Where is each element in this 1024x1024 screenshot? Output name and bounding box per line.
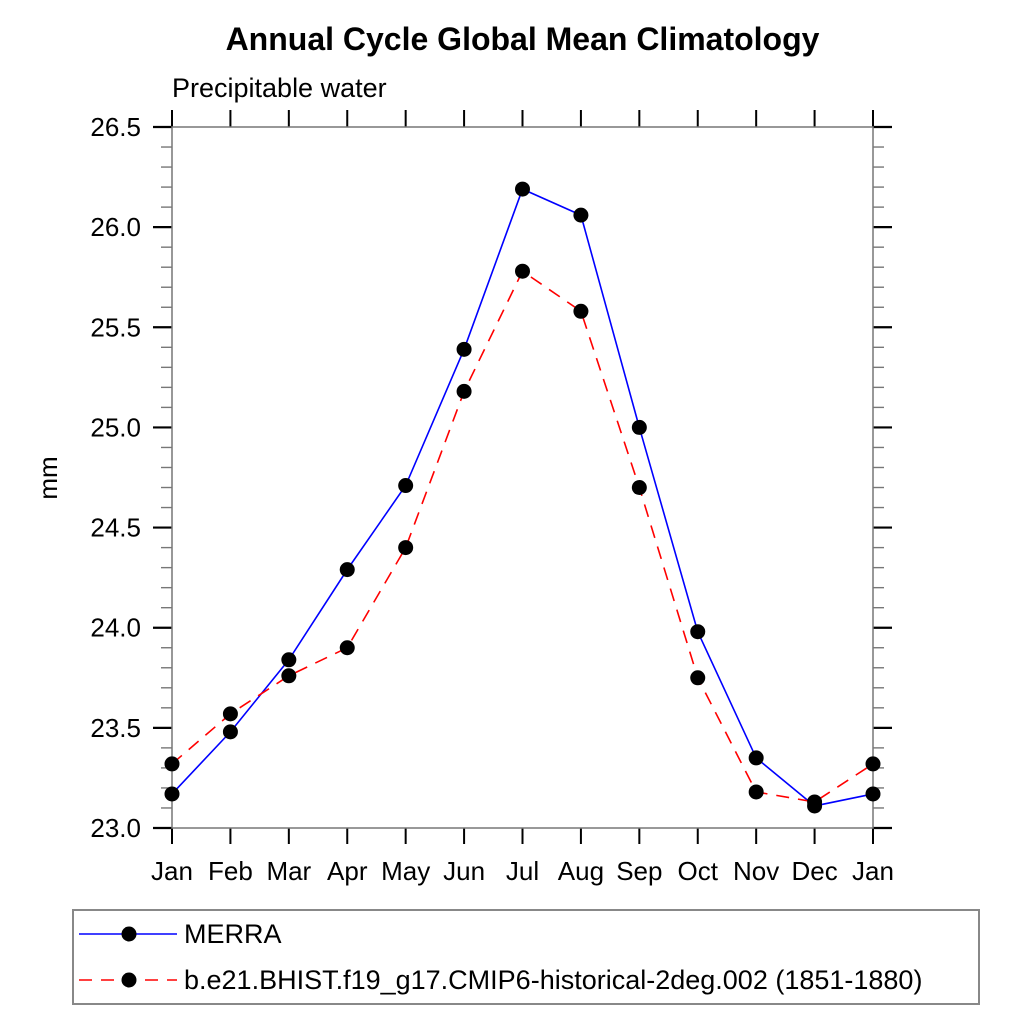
y-axis-tick-label: 24.0 xyxy=(90,613,141,643)
data-point-marker-merra xyxy=(690,624,706,640)
data-point-marker-merra xyxy=(281,652,297,668)
data-point-marker-model xyxy=(515,263,530,279)
plot-frame xyxy=(171,126,874,829)
legend-label: b.e21.BHIST.f19_g17.CMIP6-historical-2de… xyxy=(184,964,923,995)
data-point-marker-merra xyxy=(339,562,355,578)
legend-line-sample xyxy=(79,926,177,942)
legend-row-merra: MERRA xyxy=(79,914,978,954)
y-axis-tick-label: 25.0 xyxy=(90,412,141,442)
data-point-marker-merra xyxy=(573,207,589,223)
x-axis-tick-label: Feb xyxy=(208,856,253,886)
x-axis-tick-label: Jan xyxy=(852,856,894,886)
data-point-marker-model xyxy=(222,706,238,722)
chart-subtitle: Precipitable water xyxy=(172,73,387,103)
data-point-marker-model xyxy=(865,756,881,772)
x-axis-tick-label: Mar xyxy=(266,856,311,886)
x-axis-tick-label: Apr xyxy=(327,856,368,886)
x-axis-tick-label: Jun xyxy=(443,856,485,886)
y-axis-tick-label: 24.5 xyxy=(90,513,141,543)
data-point-marker-merra xyxy=(456,341,472,357)
legend-box: MERRA b.e21.BHIST.f19_g17.CMIP6-historica… xyxy=(72,909,980,1005)
data-point-marker-model xyxy=(456,383,472,399)
data-point-marker-merra xyxy=(398,478,414,494)
y-axis-title: mm xyxy=(33,456,63,499)
data-line-merra xyxy=(171,188,874,807)
data-point-marker-model xyxy=(748,784,764,800)
data-point-marker-model xyxy=(690,670,706,686)
legend-marker-dot xyxy=(121,972,137,988)
x-axis-tick-label: Dec xyxy=(791,856,837,886)
data-point-marker-merra xyxy=(748,750,764,766)
y-axis-tick-label: 26.0 xyxy=(90,212,141,242)
y-axis-tick-label: 23.0 xyxy=(90,813,141,843)
x-axis-tick-label: Aug xyxy=(558,856,604,886)
data-point-marker-merra xyxy=(515,181,530,197)
chart-title: Annual Cycle Global Mean Climatology xyxy=(225,21,820,57)
legend-row-model: b.e21.BHIST.f19_g17.CMIP6-historical-2de… xyxy=(79,960,978,1000)
legend-line-sample xyxy=(79,972,177,988)
x-axis-tick-label: Sep xyxy=(616,856,662,886)
data-point-marker-model xyxy=(339,640,355,656)
data-point-marker-model xyxy=(573,303,589,319)
data-point-marker-model xyxy=(398,540,414,556)
x-axis-tick-label: May xyxy=(381,856,430,886)
data-point-marker-merra xyxy=(865,786,881,802)
data-point-marker-merra xyxy=(222,724,238,740)
legend-label: MERRA xyxy=(184,918,282,949)
legend-marker-dot xyxy=(121,926,137,942)
data-point-marker-model xyxy=(631,480,647,496)
x-axis-tick-label: Jul xyxy=(506,856,539,886)
x-axis-tick-label: Jan xyxy=(151,856,193,886)
data-line-model xyxy=(171,270,874,803)
data-point-marker-model xyxy=(807,794,823,810)
y-axis-tick-label: 26.5 xyxy=(90,112,141,142)
x-axis-tick-label: Oct xyxy=(678,856,719,886)
y-axis-tick-label: 23.5 xyxy=(90,713,141,743)
data-point-marker-model xyxy=(164,756,180,772)
y-axis-tick-label: 25.5 xyxy=(90,312,141,342)
data-point-marker-merra xyxy=(631,419,647,435)
data-point-marker-model xyxy=(281,668,297,684)
data-point-marker-merra xyxy=(164,786,180,802)
x-axis-tick-label: Nov xyxy=(733,856,779,886)
